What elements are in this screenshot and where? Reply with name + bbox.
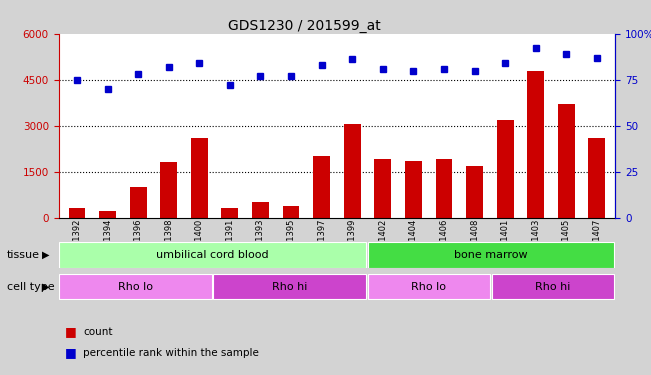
Bar (59, 242, 367, 268)
Bar (558, 104, 575, 218)
Text: tissue: tissue (7, 250, 40, 260)
Bar (589, 138, 605, 218)
Text: Rho hi: Rho hi (272, 282, 307, 292)
Bar (368, 274, 490, 300)
Bar (492, 274, 614, 300)
Text: count: count (83, 327, 113, 337)
Text: bone marrow: bone marrow (454, 250, 527, 260)
Text: percentile rank within the sample: percentile rank within the sample (83, 348, 259, 357)
Bar (221, 209, 238, 218)
Text: Rho lo: Rho lo (411, 282, 447, 292)
Bar (160, 162, 177, 218)
Bar (497, 120, 514, 218)
Text: GDS1230 / 201599_at: GDS1230 / 201599_at (228, 19, 381, 33)
Bar (374, 159, 391, 218)
Bar (313, 156, 330, 218)
Bar (344, 124, 361, 218)
Bar (68, 209, 85, 218)
Bar (59, 274, 212, 300)
Bar (527, 70, 544, 217)
Bar (405, 161, 422, 218)
Bar (466, 166, 483, 218)
Bar (368, 242, 614, 268)
Text: Rho hi: Rho hi (535, 282, 570, 292)
Bar (99, 211, 116, 218)
Text: Rho lo: Rho lo (118, 282, 152, 292)
Text: cell type: cell type (7, 282, 54, 292)
Text: ▶: ▶ (42, 282, 50, 292)
Bar (130, 187, 146, 218)
Text: umbilical cord blood: umbilical cord blood (156, 250, 269, 260)
Text: ▶: ▶ (42, 250, 50, 260)
Bar (191, 138, 208, 218)
Text: ■: ■ (65, 346, 77, 359)
Bar (252, 202, 269, 217)
Bar (213, 274, 367, 300)
Bar (283, 206, 299, 218)
Text: ■: ■ (65, 326, 77, 338)
Bar (436, 159, 452, 218)
